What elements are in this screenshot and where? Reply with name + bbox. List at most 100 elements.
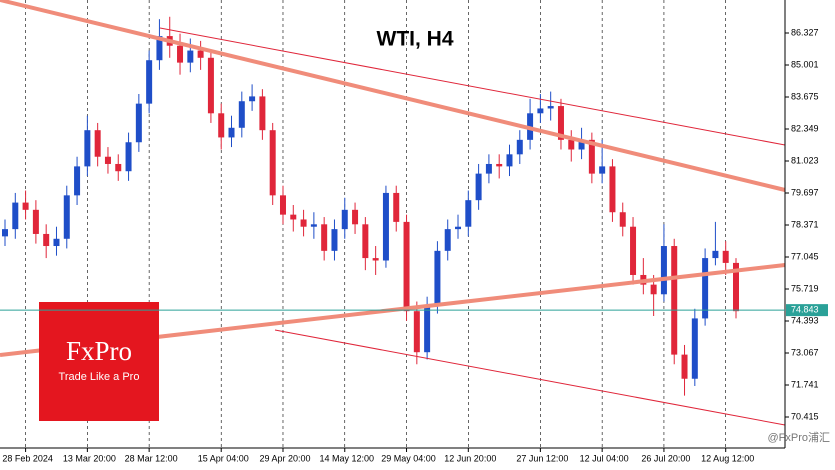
candle-body (259, 96, 266, 131)
candle-body (63, 195, 70, 239)
x-tick-label: 12 Jul 04:00 (580, 453, 629, 463)
candle-body (691, 318, 698, 379)
x-tick-label: 28 Mar 12:00 (125, 453, 178, 463)
candle-body (135, 103, 142, 143)
y-tick-label: 86.327 (791, 27, 819, 37)
candle-body (279, 195, 286, 215)
candle-body (146, 60, 153, 104)
candle-body (681, 354, 688, 379)
candle-body (249, 96, 256, 102)
x-tick-label: 15 Apr 04:00 (198, 453, 249, 463)
candle-body (300, 219, 307, 227)
candle-body (630, 226, 637, 275)
candle-body (547, 106, 554, 109)
candle-body (125, 142, 132, 172)
candle-body (74, 166, 81, 196)
candle-body (403, 221, 410, 312)
candle-body (485, 163, 492, 174)
candle-body (444, 229, 451, 251)
current-price-box (786, 304, 828, 317)
candle-body (722, 250, 729, 263)
x-tick-label: 12 Aug 12:00 (701, 453, 754, 463)
candle-body (187, 50, 194, 63)
candle-body (53, 238, 60, 247)
x-tick-label: 29 Apr 20:00 (259, 453, 310, 463)
y-tick-label: 70.415 (791, 411, 819, 421)
candle-body (465, 200, 472, 227)
candle-body (104, 156, 111, 164)
candle-body (650, 284, 657, 295)
candle-body (537, 108, 544, 114)
candle-body (599, 166, 606, 174)
y-tick-label: 75.719 (791, 283, 819, 293)
logo-box (39, 302, 159, 421)
candle-body (269, 130, 276, 196)
candle-body (331, 229, 338, 251)
candle-body (238, 101, 245, 128)
candle-body (207, 57, 214, 114)
candle-body (496, 163, 503, 167)
y-tick-label: 71.741 (791, 379, 819, 389)
trendline (0, 0, 786, 192)
candle-body (43, 233, 50, 247)
y-tick-label: 74.393 (791, 315, 819, 325)
y-tick-label: 78.371 (791, 219, 819, 229)
candle-body (671, 246, 678, 355)
candle-body (660, 246, 667, 295)
candle-body (434, 250, 441, 307)
current-price-label: 74.843 (791, 305, 819, 315)
y-tick-label: 77.045 (791, 251, 819, 261)
candle-body (22, 202, 29, 210)
x-tick-label: 14 May 12:00 (319, 453, 374, 463)
y-tick-label: 73.067 (791, 347, 819, 357)
candle-body (2, 229, 8, 237)
candle-body (619, 212, 626, 227)
candle-body (362, 224, 369, 259)
x-tick-label: 29 May 04:00 (381, 453, 436, 463)
candle-body (197, 50, 204, 58)
candle-body (609, 166, 616, 213)
candle-body (290, 214, 297, 220)
candle-body (382, 192, 389, 261)
candle-body (84, 130, 91, 167)
candle-body (506, 154, 513, 167)
y-tick-label: 79.697 (791, 187, 819, 197)
candle-body (94, 130, 101, 157)
candle-body (115, 163, 122, 172)
candle-body (352, 209, 359, 225)
x-tick-label: 26 Jul 20:00 (641, 453, 690, 463)
chart-title: WTI, H4 (377, 28, 454, 51)
candle-body (475, 173, 482, 201)
x-tick-label: 27 Jun 12:00 (516, 453, 568, 463)
y-tick-label: 83.675 (791, 91, 819, 101)
tagline: Trade Like a Pro (59, 371, 140, 383)
y-tick-label: 82.349 (791, 123, 819, 133)
x-tick-label: 28 Feb 2024 (2, 453, 53, 463)
candle-body (32, 209, 39, 234)
y-tick-label: 85.001 (791, 59, 819, 69)
candle-body (712, 250, 719, 259)
candle-body (393, 192, 400, 222)
candle-body (218, 113, 225, 138)
candle-body (733, 262, 739, 312)
candle-body (568, 139, 575, 150)
candle-body (516, 139, 523, 155)
trendline (159, 27, 786, 146)
candle-body (455, 226, 462, 230)
candle-body (156, 36, 163, 61)
candle-body (557, 106, 564, 140)
watermark: @FxPro浦汇 (767, 431, 830, 444)
y-tick-label: 81.023 (791, 155, 819, 165)
candle-body (12, 202, 19, 230)
candle-body (321, 224, 328, 251)
candle-body (177, 45, 184, 63)
candle-body (341, 209, 348, 230)
trendline (274, 329, 786, 426)
candle-body (588, 139, 595, 174)
x-tick-label: 12 Jun 20:00 (444, 453, 496, 463)
candle-body (424, 306, 431, 353)
candle-body (578, 139, 585, 150)
x-tick-label: 13 Mar 20:00 (63, 453, 116, 463)
candle-body (228, 127, 235, 138)
